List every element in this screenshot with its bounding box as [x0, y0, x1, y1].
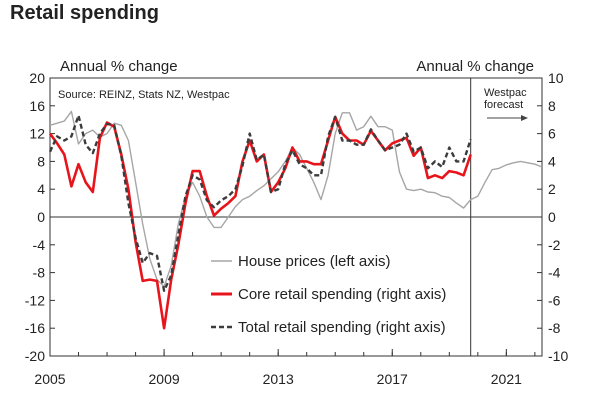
y-left-tick-label: -16	[25, 320, 45, 336]
x-tick-label: 2013	[263, 371, 294, 387]
y-left-tick-label: -8	[33, 265, 46, 281]
y-left-tick-label: -20	[25, 348, 45, 364]
x-tick-label: 2017	[377, 371, 408, 387]
y-right-tick-label: 8	[548, 98, 556, 114]
y-right-tick-label: -6	[548, 292, 561, 308]
forecast-arrow	[487, 115, 528, 121]
y-left-tick-label: 0	[37, 209, 45, 225]
left-axis-label: Annual % change	[60, 58, 178, 75]
y-right-tick-label: 10	[548, 70, 564, 86]
y-left-tick-label: 12	[29, 126, 45, 142]
y-right-tick-label: -2	[548, 237, 561, 253]
y-right-tick-label: 0	[548, 209, 556, 225]
y-left-tick-label: 20	[29, 70, 45, 86]
y-left-tick-label: -12	[25, 292, 45, 308]
y-left-tick-label: 16	[29, 98, 45, 114]
legend-label-core-retail: Core retail spending (right axis)	[238, 286, 446, 303]
y-right-tick-label: -8	[548, 320, 561, 336]
y-right-tick-label: -10	[548, 348, 568, 364]
y-left-tick-label: -4	[33, 237, 46, 253]
y-right-tick-label: 6	[548, 126, 556, 142]
y-left-tick-label: 8	[37, 153, 45, 169]
forecast-label-line1: Westpac	[484, 87, 527, 99]
y-left-tick-label: 4	[37, 181, 45, 197]
series-total-retail	[48, 114, 472, 292]
x-tick-label: 2009	[149, 371, 180, 387]
right-axis-label: Annual % change	[416, 58, 534, 75]
legend-label-house-prices: House prices (left axis)	[238, 253, 391, 270]
legend-item-house-prices: House prices (left axis)	[211, 253, 391, 270]
x-tick-label: 2005	[34, 371, 65, 387]
axes	[49, 77, 543, 357]
legend-label-total-retail: Total retail spending (right axis)	[238, 319, 446, 336]
source-note: Source: REINZ, Stats NZ, Westpac	[58, 89, 230, 101]
series-layer	[48, 110, 543, 330]
y-right-tick-label: 4	[548, 153, 556, 169]
legend: House prices (left axis) Core retail spe…	[211, 253, 446, 336]
tick-labels: -20-16-12-8-4048121620-10-8-6-4-20246810…	[25, 70, 569, 387]
legend-item-total-retail: Total retail spending (right axis)	[211, 319, 446, 336]
y-right-tick-label: 2	[548, 181, 556, 197]
forecast-label-line2: forecast	[484, 99, 523, 111]
legend-item-core-retail: Core retail spending (right axis)	[211, 286, 446, 303]
x-tick-label: 2021	[491, 371, 522, 387]
y-right-tick-label: -4	[548, 265, 561, 281]
chart-title: Retail spending	[10, 2, 159, 24]
series-house-prices	[49, 110, 543, 288]
